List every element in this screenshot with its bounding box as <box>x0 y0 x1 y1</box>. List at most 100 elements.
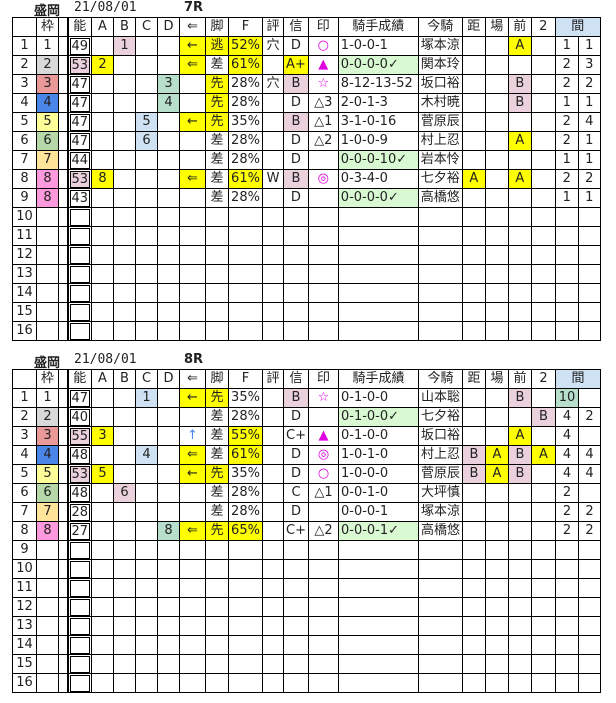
cell-col-d <box>157 264 180 284</box>
cell-mark: ◎ <box>307 169 339 189</box>
cell-f-rate: 65% <box>228 521 263 541</box>
cell-jockey-record: 0-0-0-0✓ <box>337 55 419 75</box>
cell-jockey-record <box>337 673 419 693</box>
cell-col-a <box>91 150 114 170</box>
cell-row-number: 8 <box>12 169 37 189</box>
cell-jockey-record: 0-0-0-10✓ <box>337 150 419 170</box>
cell-ability <box>67 245 92 265</box>
cell-jockey-record <box>337 245 419 265</box>
cell-previous <box>508 578 532 598</box>
cell-interval-2: 1 <box>577 188 601 208</box>
cell-course <box>485 407 509 427</box>
cell-row-number: 6 <box>12 483 37 503</box>
cell-waku <box>36 597 59 617</box>
cell-running-style: 先 <box>205 521 229 541</box>
cell-ability: 55 <box>67 426 92 446</box>
cell-row-number: 14 <box>12 635 37 655</box>
header-ability: 能 <box>67 369 92 389</box>
cell-interval-1: 4 <box>555 464 579 484</box>
cell-distance <box>461 74 486 94</box>
cell-gap <box>58 36 69 56</box>
cell-course <box>484 226 509 246</box>
cell-ability <box>67 559 92 579</box>
cell-col-2 <box>530 321 556 341</box>
cell-rating <box>262 635 284 655</box>
cell-jockey-record <box>337 540 419 560</box>
cell-course <box>485 521 509 541</box>
cell-col-2 <box>531 559 556 579</box>
cell-distance <box>462 407 486 427</box>
cell-col-b <box>113 245 136 265</box>
table-row: 2 2 40 差 28% D 0-1-0-0✓ 七夕裕 B 4 2 <box>12 407 601 427</box>
cell-col-2 <box>531 521 556 541</box>
cell-col-b <box>113 559 136 579</box>
cell-col-a: 5 <box>91 464 114 484</box>
table-row: 8 8 53 8 ⇐ 差 61% W B ◎ 0-3-4-0 七夕裕 A A 2 2 <box>12 169 601 189</box>
cell-course <box>485 635 509 655</box>
cell-ability <box>67 597 92 617</box>
cell-mark <box>307 540 339 560</box>
cell-col-a <box>91 36 114 56</box>
cell-jockey-record <box>337 302 419 322</box>
cell-jockey <box>417 321 463 341</box>
cell-course <box>484 112 509 132</box>
cell-confidence <box>283 654 309 674</box>
ability-box <box>69 246 90 264</box>
table-row: 4 4 47 4 先 28% D △3 2-0-1-3 木村暁 B 1 1 <box>12 93 601 113</box>
cell-jockey: 菅原辰 <box>417 464 464 484</box>
cell-waku <box>36 578 59 598</box>
table-row: 12 <box>12 597 601 617</box>
ability-box <box>69 636 90 654</box>
cell-jockey-record <box>337 226 419 246</box>
cell-arrow <box>179 673 206 693</box>
table-row: 5 5 53 5 ← 先 35% D ○ 1-0-0-0 菅原辰 B A B 4 4 <box>12 464 601 484</box>
cell-running-style: 先 <box>205 464 229 484</box>
cell-col-c <box>135 407 158 427</box>
ability-box <box>69 227 90 245</box>
table-row: 2 2 53 2 ⇐ 差 61% A+ ▲ 0-0-0-0✓ 関本玲 2 3 <box>12 55 601 75</box>
cell-waku: 6 <box>36 483 59 503</box>
cell-col-2 <box>530 264 556 284</box>
cell-f-rate <box>228 616 263 636</box>
cell-row-number: 2 <box>12 55 37 75</box>
table-row: 7 7 28 差 28% D 0-0-0-1 塚本涼 2 2 <box>12 502 601 522</box>
cell-gap <box>58 150 69 170</box>
cell-running-style <box>205 559 229 579</box>
cell-col-2 <box>531 635 556 655</box>
cell-jockey-record <box>337 207 419 227</box>
header-mark: 印 <box>307 17 339 37</box>
cell-arrow: ⇐ <box>179 445 206 465</box>
ability-box: 48 <box>69 484 90 502</box>
cell-col-2 <box>531 483 556 503</box>
cell-interval-1 <box>554 302 579 322</box>
cell-jockey-record <box>337 635 419 655</box>
cell-course <box>484 150 509 170</box>
cell-rating <box>262 426 284 446</box>
cell-gap <box>58 169 69 189</box>
cell-waku <box>36 540 59 560</box>
cell-col-d <box>157 616 180 636</box>
cell-distance <box>462 635 486 655</box>
cell-interval-1: 2 <box>554 112 579 132</box>
cell-mark: ○ <box>307 464 339 484</box>
cell-confidence <box>283 616 309 636</box>
cell-course: A <box>485 445 509 465</box>
cell-mark <box>307 264 339 284</box>
cell-confidence: B <box>283 74 309 94</box>
cell-f-rate <box>228 264 263 284</box>
cell-course <box>485 388 509 408</box>
cell-interval-1: 2 <box>555 483 579 503</box>
cell-col-a <box>91 207 114 227</box>
cell-mark: ◎ <box>307 445 339 465</box>
cell-course <box>484 36 509 56</box>
cell-col-d: 4 <box>157 93 180 113</box>
cell-f-rate: 28% <box>228 150 263 170</box>
cell-col-2 <box>531 673 556 693</box>
cell-col-2 <box>531 616 556 636</box>
table-row: 6 6 48 6 差 28% C △1 0-0-1-0 大坪慎 2 <box>12 483 601 503</box>
cell-col-a <box>91 483 114 503</box>
ability-box <box>69 284 90 302</box>
cell-mark <box>307 502 339 522</box>
cell-jockey-record <box>337 597 419 617</box>
cell-previous <box>508 483 532 503</box>
